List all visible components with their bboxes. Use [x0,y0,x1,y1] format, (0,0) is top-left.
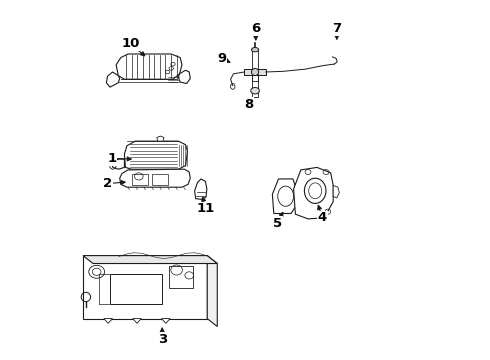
Polygon shape [106,72,120,87]
Text: 10: 10 [122,37,140,50]
Bar [152,174,169,185]
Text: 1: 1 [107,152,116,165]
Polygon shape [207,256,217,327]
Polygon shape [157,136,164,141]
Polygon shape [116,54,182,79]
Text: 4: 4 [318,211,327,224]
Polygon shape [272,179,297,213]
Polygon shape [83,256,207,319]
Polygon shape [294,167,333,219]
Polygon shape [162,319,170,323]
Polygon shape [120,169,190,187]
Bar [132,174,148,185]
Bar [252,50,258,97]
Polygon shape [195,179,207,199]
Polygon shape [178,70,190,84]
Polygon shape [333,185,339,198]
Polygon shape [124,141,187,169]
Text: 11: 11 [196,202,215,215]
Text: 7: 7 [332,22,342,35]
Bar [110,274,162,304]
Polygon shape [112,159,124,169]
Text: 9: 9 [217,52,226,65]
Bar [170,266,193,288]
Text: 3: 3 [158,333,167,346]
Polygon shape [83,256,217,264]
Ellipse shape [251,68,259,76]
Bar [245,69,266,75]
Ellipse shape [251,48,259,52]
Bar [252,74,258,81]
Text: 5: 5 [273,217,282,230]
Text: 2: 2 [103,177,112,190]
Ellipse shape [251,87,259,94]
Text: 6: 6 [251,22,260,35]
Text: 8: 8 [244,98,253,111]
Polygon shape [133,319,141,323]
Polygon shape [104,319,113,323]
